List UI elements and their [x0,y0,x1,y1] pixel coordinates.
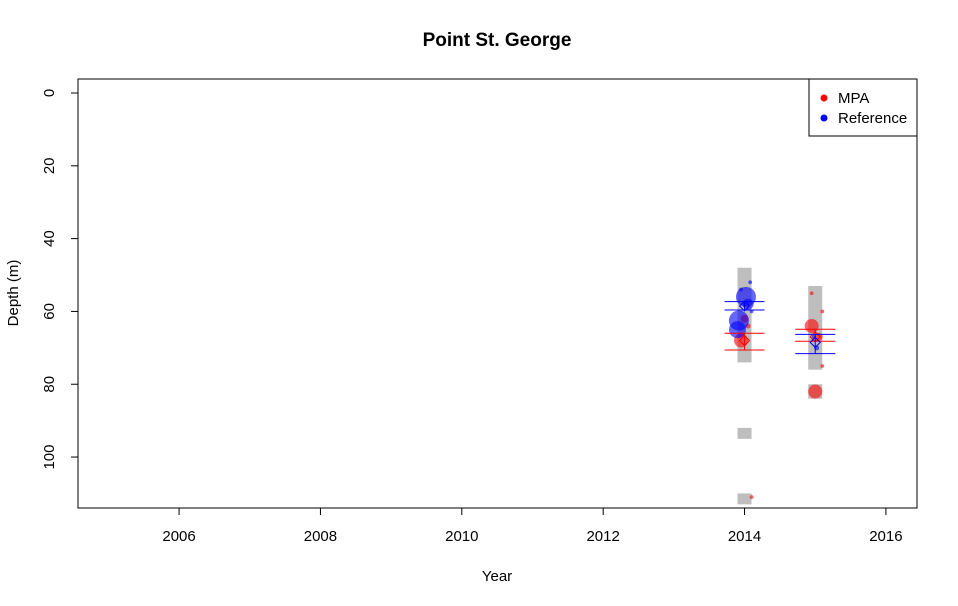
depth-range [737,427,752,439]
y-axis-label: Depth (m) [5,260,22,327]
point [749,495,754,499]
point [820,309,825,314]
mean-marker [738,334,751,347]
chart-title: Point St. George [423,30,572,51]
legend-marker [820,94,828,102]
point [804,318,819,333]
point [820,364,825,368]
mean-marker [809,336,821,349]
legend-label: MPA [838,90,869,107]
point [749,309,754,314]
point [808,384,823,399]
y-tick-label: 0 [41,89,58,97]
x-axis-label: Year [482,568,512,585]
plot-frame [77,78,918,509]
x-tick-label: 2006 [162,528,195,545]
point [739,287,743,292]
y-tick-label: 20 [41,157,58,174]
x-tick-label: 2016 [869,528,902,545]
x-tick-label: 2010 [445,528,478,545]
y-tick-label: 80 [41,376,58,393]
point [809,291,814,296]
legend-marker [820,114,828,122]
x-tick-label: 2012 [586,528,619,545]
point [748,280,753,285]
legend-box [808,78,918,137]
y-tick-label: 40 [41,230,58,247]
mean-marker [738,300,751,312]
y-tick-label: 60 [41,303,58,320]
point [728,321,746,339]
x-tick-label: 2014 [728,528,761,545]
x-tick-label: 2008 [304,528,337,545]
y-tick-label: 100 [41,445,58,470]
depth-range [737,493,752,505]
legend-label: Reference [838,110,907,127]
